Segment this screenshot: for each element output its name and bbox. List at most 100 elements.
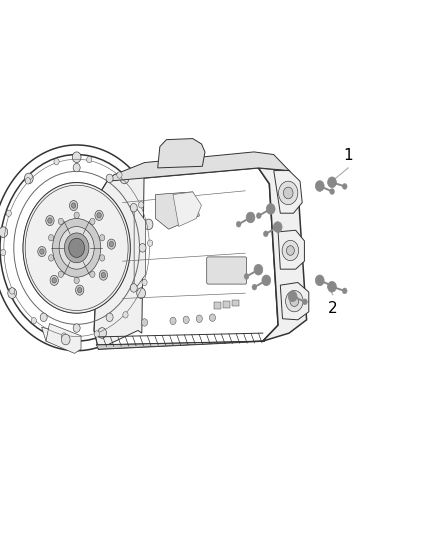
Polygon shape bbox=[94, 173, 144, 349]
Circle shape bbox=[137, 288, 145, 298]
Circle shape bbox=[59, 227, 94, 269]
Circle shape bbox=[109, 241, 113, 247]
Circle shape bbox=[286, 290, 303, 312]
Circle shape bbox=[252, 284, 257, 290]
Circle shape bbox=[73, 163, 80, 172]
Circle shape bbox=[342, 288, 347, 294]
Circle shape bbox=[342, 183, 347, 189]
Circle shape bbox=[64, 233, 89, 263]
Circle shape bbox=[49, 235, 54, 241]
Polygon shape bbox=[280, 282, 309, 320]
Polygon shape bbox=[107, 152, 289, 181]
Polygon shape bbox=[0, 145, 161, 351]
Circle shape bbox=[139, 244, 146, 252]
Circle shape bbox=[69, 238, 85, 257]
Polygon shape bbox=[278, 230, 304, 269]
Circle shape bbox=[107, 239, 116, 249]
Circle shape bbox=[61, 333, 67, 340]
Circle shape bbox=[52, 278, 57, 283]
Circle shape bbox=[246, 212, 255, 223]
Circle shape bbox=[256, 213, 261, 219]
Polygon shape bbox=[258, 168, 307, 341]
Circle shape bbox=[46, 215, 54, 225]
Circle shape bbox=[94, 331, 99, 337]
Circle shape bbox=[47, 328, 56, 338]
Circle shape bbox=[279, 181, 298, 205]
Circle shape bbox=[78, 287, 82, 293]
Circle shape bbox=[123, 312, 128, 318]
Circle shape bbox=[183, 316, 189, 324]
Circle shape bbox=[99, 235, 105, 241]
Circle shape bbox=[196, 315, 202, 322]
Circle shape bbox=[290, 296, 299, 306]
Circle shape bbox=[315, 275, 324, 286]
Circle shape bbox=[10, 288, 15, 294]
Circle shape bbox=[38, 246, 46, 256]
Circle shape bbox=[244, 273, 249, 279]
Circle shape bbox=[87, 156, 92, 163]
Circle shape bbox=[74, 212, 79, 219]
Text: 1: 1 bbox=[343, 148, 353, 163]
Circle shape bbox=[74, 277, 79, 284]
Polygon shape bbox=[94, 168, 278, 349]
Polygon shape bbox=[155, 192, 199, 229]
Circle shape bbox=[141, 319, 148, 326]
Circle shape bbox=[90, 218, 95, 224]
Circle shape bbox=[273, 222, 282, 232]
Circle shape bbox=[54, 158, 59, 165]
Circle shape bbox=[23, 182, 130, 313]
Circle shape bbox=[58, 218, 64, 224]
Circle shape bbox=[283, 187, 293, 199]
Polygon shape bbox=[158, 139, 205, 168]
Polygon shape bbox=[96, 341, 265, 349]
Polygon shape bbox=[42, 327, 64, 346]
Circle shape bbox=[53, 219, 101, 277]
FancyBboxPatch shape bbox=[223, 301, 230, 308]
Circle shape bbox=[49, 255, 54, 261]
Circle shape bbox=[40, 313, 47, 321]
Circle shape bbox=[315, 181, 324, 191]
Circle shape bbox=[328, 177, 336, 188]
Circle shape bbox=[117, 172, 122, 178]
FancyBboxPatch shape bbox=[207, 257, 247, 284]
Circle shape bbox=[144, 219, 153, 230]
Circle shape bbox=[142, 279, 147, 286]
Circle shape bbox=[148, 240, 153, 246]
Circle shape bbox=[90, 271, 95, 278]
Circle shape bbox=[170, 317, 176, 325]
Circle shape bbox=[328, 281, 336, 292]
Circle shape bbox=[330, 283, 335, 289]
Circle shape bbox=[303, 299, 307, 305]
Polygon shape bbox=[46, 324, 81, 353]
Circle shape bbox=[50, 275, 58, 285]
Circle shape bbox=[72, 152, 81, 163]
Circle shape bbox=[330, 189, 335, 195]
Circle shape bbox=[61, 334, 70, 345]
Circle shape bbox=[99, 255, 105, 261]
Circle shape bbox=[71, 203, 76, 208]
Circle shape bbox=[130, 204, 137, 212]
Circle shape bbox=[31, 318, 36, 324]
Circle shape bbox=[98, 328, 106, 338]
Circle shape bbox=[25, 173, 33, 184]
FancyBboxPatch shape bbox=[214, 302, 221, 309]
Circle shape bbox=[40, 249, 44, 254]
Circle shape bbox=[0, 227, 8, 237]
Circle shape bbox=[97, 213, 101, 218]
Circle shape bbox=[236, 221, 241, 227]
Circle shape bbox=[0, 249, 6, 256]
Circle shape bbox=[70, 200, 78, 211]
Circle shape bbox=[99, 270, 107, 280]
Circle shape bbox=[48, 218, 52, 223]
Circle shape bbox=[138, 201, 144, 208]
Circle shape bbox=[6, 210, 11, 216]
Circle shape bbox=[106, 174, 113, 183]
Circle shape bbox=[106, 313, 113, 321]
Circle shape bbox=[262, 275, 271, 286]
Circle shape bbox=[75, 285, 84, 295]
Circle shape bbox=[288, 291, 297, 302]
Circle shape bbox=[263, 231, 268, 237]
Circle shape bbox=[120, 173, 129, 184]
FancyBboxPatch shape bbox=[232, 300, 239, 306]
Circle shape bbox=[25, 177, 31, 184]
